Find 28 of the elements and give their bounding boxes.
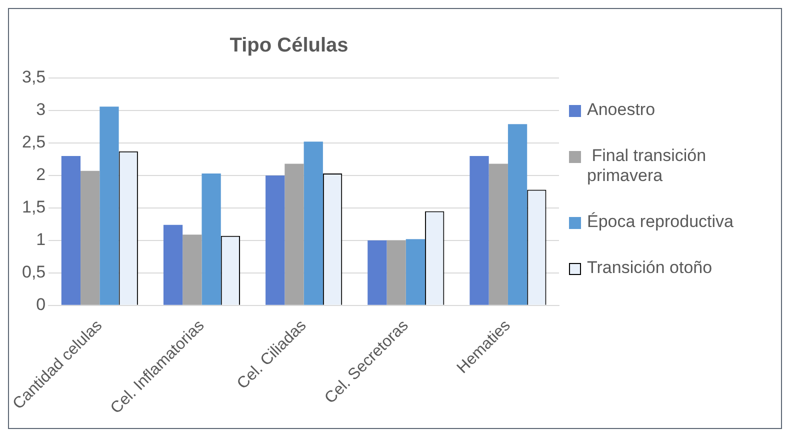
- bar: [406, 239, 426, 305]
- bar: [182, 234, 202, 305]
- legend-label: Época reproductiva: [587, 212, 734, 232]
- bar: [368, 240, 387, 305]
- bar: [266, 175, 285, 305]
- legend-label: Anoestro: [587, 100, 656, 120]
- bar: [508, 124, 528, 305]
- bar: [284, 164, 304, 305]
- y-tick-label: 3: [36, 100, 46, 120]
- legend-label: Transición otoño: [587, 258, 712, 278]
- bar: [488, 164, 508, 305]
- bar: [100, 106, 119, 305]
- chart-title: Tipo Células: [230, 34, 348, 57]
- y-tick-label: 0: [36, 295, 46, 314]
- y-tick-label: 1: [36, 230, 46, 250]
- bar: [202, 174, 221, 305]
- y-tick-label: 1,5: [22, 198, 46, 217]
- bar: [80, 170, 100, 305]
- bar: [61, 156, 81, 305]
- y-tick-label: 2: [36, 165, 46, 184]
- bar: [163, 224, 183, 305]
- bar: [386, 240, 406, 305]
- bar: [304, 142, 323, 305]
- y-tick-label: 3,5: [22, 68, 46, 87]
- legend-label: Final transición primavera: [587, 146, 708, 186]
- y-tick-label: 2,5: [22, 132, 46, 152]
- bar: [470, 156, 489, 305]
- y-tick-label: 0,5: [22, 262, 46, 282]
